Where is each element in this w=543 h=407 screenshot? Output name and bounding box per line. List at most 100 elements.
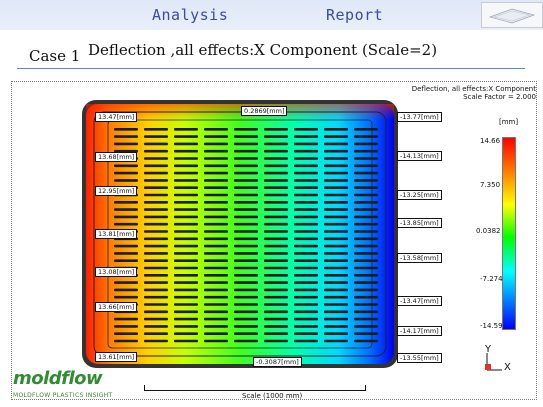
vent-slot (324, 215, 348, 219)
vent-slot (144, 274, 168, 277)
vent-slot (114, 179, 138, 182)
vent-slot (204, 179, 228, 182)
vent-slot (324, 317, 348, 321)
model-thumbnail-icon (488, 8, 536, 24)
vent-slot (294, 193, 318, 197)
deflection-label-left: 13.61[mm] (95, 352, 138, 362)
vent-slot (354, 310, 378, 314)
vent-slot (204, 157, 228, 160)
deflection-label-bottom: -0.3087[mm] (253, 357, 302, 367)
vent-slot (354, 193, 378, 197)
vent-slot (174, 288, 198, 292)
vent-slot (294, 325, 318, 328)
vent-slot (294, 317, 318, 321)
vent-slot (294, 281, 318, 284)
legend-tick: -7.274 (480, 275, 503, 283)
deflection-label-right: -13.85[mm] (397, 218, 442, 228)
vent-slot (204, 193, 228, 197)
part-inner-wall (93, 111, 387, 357)
vent-slot (354, 339, 378, 343)
vent-slot (354, 215, 378, 219)
vent-slot (294, 274, 318, 277)
vent-slot (234, 135, 258, 138)
vent-slot (354, 157, 378, 160)
vent-slot (324, 288, 348, 292)
vent-slot (114, 222, 138, 226)
vent-slot (294, 201, 318, 204)
vent-slot (294, 310, 318, 314)
vent-slot (174, 281, 198, 284)
vent-slot (204, 317, 228, 321)
vent-slot (144, 157, 168, 160)
vent-slot (144, 201, 168, 204)
vent-slot (174, 222, 198, 226)
vent-slot (294, 259, 318, 262)
vent-slot (294, 179, 318, 182)
vent-slot (264, 281, 288, 284)
vent-slot (354, 201, 378, 204)
vent-slot (174, 157, 198, 160)
vent-slot (174, 164, 198, 168)
vent-slot (144, 171, 168, 175)
report-tab[interactable]: Report (326, 6, 384, 24)
vent-slot (174, 259, 198, 262)
vent-slot (324, 171, 348, 175)
vent-slot (204, 215, 228, 219)
result-panel (11, 81, 537, 400)
vent-slot (204, 281, 228, 284)
vent-slot (174, 179, 198, 182)
vent-slot (144, 164, 168, 168)
vent-slot (114, 295, 138, 299)
analysis-tab[interactable]: Analysis (152, 6, 229, 24)
vent-slot (324, 230, 348, 233)
vent-slot (324, 266, 348, 270)
vent-slot (174, 215, 198, 219)
vent-slot (234, 274, 258, 277)
vent-slot (234, 222, 258, 226)
vent-slot (354, 179, 378, 182)
vent-slot (204, 295, 228, 299)
vent-slot (234, 128, 258, 131)
vent-slot (234, 244, 258, 248)
vent-slot (144, 237, 168, 241)
vent-slot (204, 288, 228, 292)
vent-slot (264, 325, 288, 328)
scale-label: Scale (1000 mm) (242, 392, 303, 400)
vent-slot (324, 303, 348, 306)
vent-slot (264, 332, 288, 335)
vent-slot (114, 281, 138, 284)
vent-slot (324, 237, 348, 241)
title-underline (17, 68, 525, 69)
vent-slot (174, 244, 198, 248)
vent-slot (294, 222, 318, 226)
vent-slot (204, 164, 228, 168)
vent-slot (324, 325, 348, 328)
vent-slot (204, 208, 228, 211)
vent-slot (114, 208, 138, 211)
vent-slot (114, 128, 138, 131)
vent-slot (354, 325, 378, 328)
vent-slot (144, 266, 168, 270)
vent-slot (174, 274, 198, 277)
vent-slot (174, 237, 198, 241)
vent-slot (354, 128, 378, 131)
vent-slot (144, 259, 168, 262)
vent-slot (264, 157, 288, 160)
vent-slot (174, 252, 198, 255)
vent-slot (204, 252, 228, 255)
vent-slot (354, 222, 378, 226)
vent-slot (234, 295, 258, 299)
vent-slot (294, 266, 318, 270)
vent-slot (234, 281, 258, 284)
vent-slot (294, 288, 318, 292)
legend-tick: 7.350 (480, 181, 501, 189)
moldflow-logo-subtitle: MOLDFLOW PLASTICS INSIGHT (13, 392, 113, 399)
vent-slot (324, 208, 348, 211)
vent-slot (264, 179, 288, 182)
vent-slot (204, 274, 228, 277)
vent-slot (264, 339, 288, 343)
vent-slot (144, 186, 168, 189)
deflection-label-top: 0.2869[mm] (241, 106, 288, 116)
vent-slot (144, 215, 168, 219)
vent-slot (144, 244, 168, 248)
